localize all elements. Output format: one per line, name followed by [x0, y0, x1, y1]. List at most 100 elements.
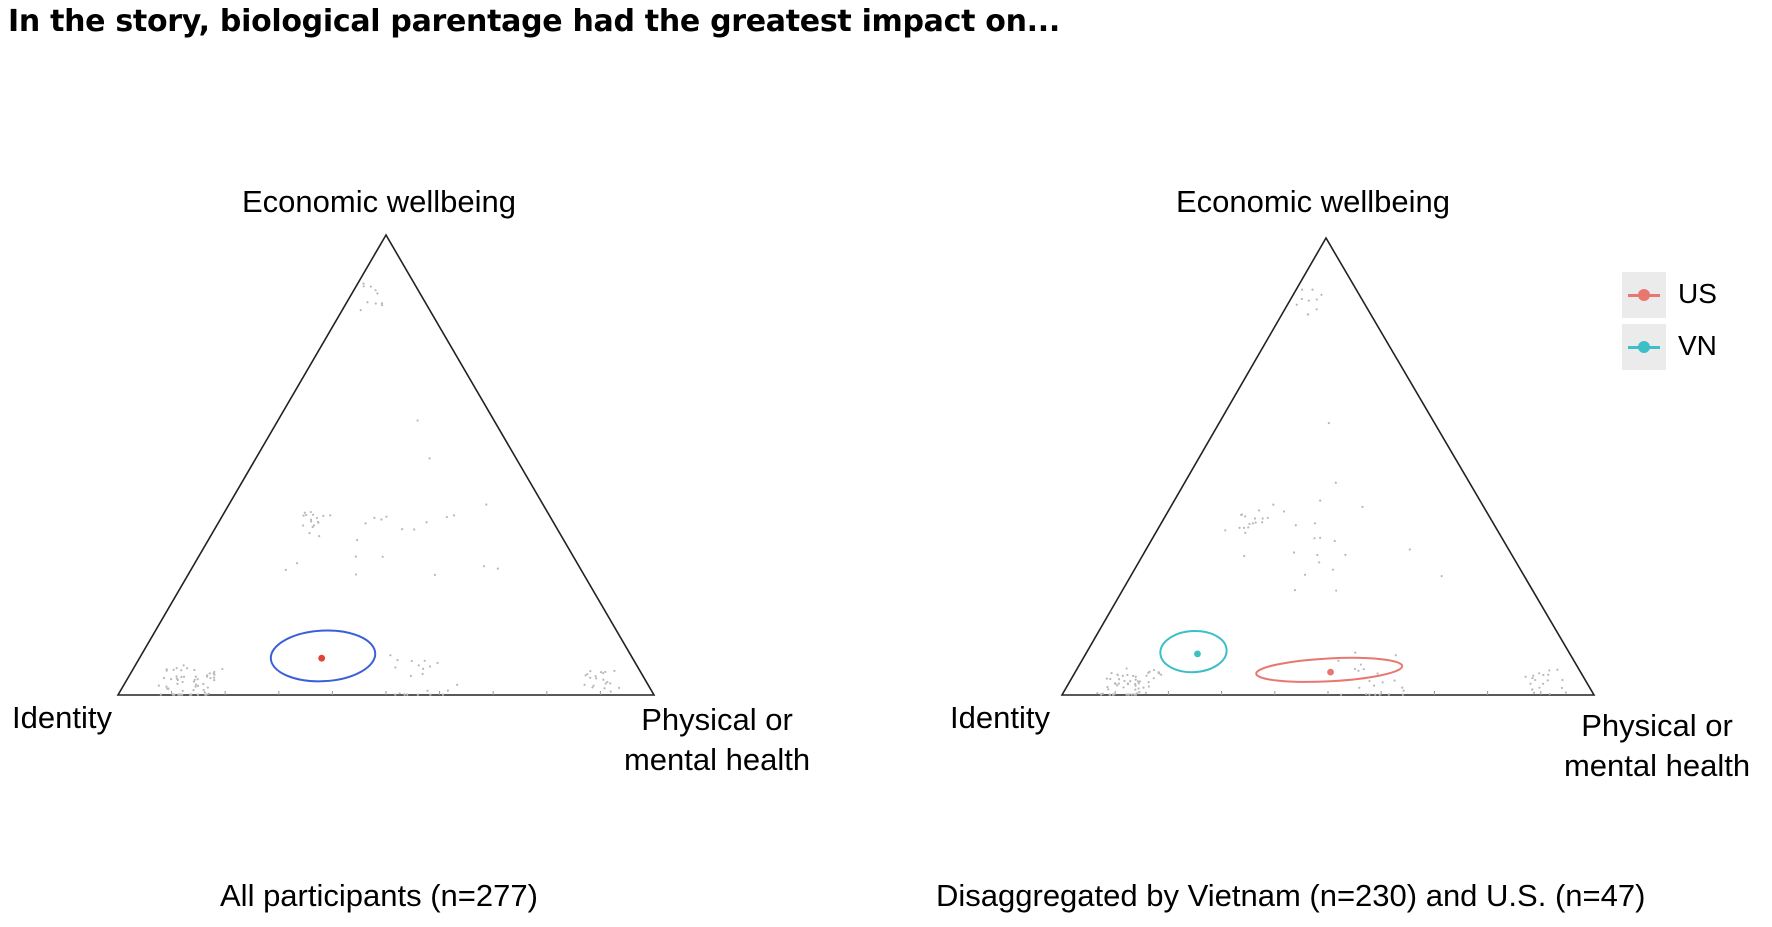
respondent-point [433, 573, 437, 576]
respondent-point [354, 555, 357, 558]
respondent-point [1238, 526, 1241, 529]
respondent-point [421, 672, 424, 676]
respondent-point [425, 521, 428, 524]
respondent-point [1116, 673, 1119, 677]
respondent-point [1524, 675, 1527, 678]
respondent-point [1358, 686, 1361, 689]
respondent-point [1311, 288, 1314, 291]
legend-dot-vn [1638, 341, 1650, 353]
respondent-point [354, 573, 358, 576]
respondent-point [1142, 686, 1145, 689]
respondent-point [1372, 684, 1376, 687]
respondent-point [1365, 693, 1368, 696]
respondent-point [1307, 299, 1310, 302]
respondent-point [1318, 561, 1321, 564]
respondent-point [1547, 673, 1550, 676]
respondent-point [322, 514, 325, 517]
respondent-point [394, 666, 397, 669]
respondent-point [284, 568, 287, 571]
legend-label-us: US [1678, 278, 1717, 309]
respondent-point [1357, 669, 1360, 672]
respondent-point [1152, 668, 1156, 672]
respondent-point [312, 524, 315, 527]
respondent-point [213, 679, 216, 682]
respondent-point [374, 302, 377, 305]
respondent-point [380, 303, 384, 307]
respondent-point [165, 669, 168, 672]
caption-disaggregated: Disaggregated by Vietnam (n=230) and U.S… [936, 878, 1646, 913]
respondent-point [406, 693, 409, 696]
respondent-point [1244, 515, 1247, 518]
respondent-point [1133, 693, 1136, 696]
respondent-point [394, 693, 397, 696]
respondent-point [1560, 686, 1564, 690]
respondent-point [176, 682, 179, 686]
respondent-point [1134, 684, 1137, 687]
respondent-point [181, 693, 184, 696]
respondent-point [1138, 680, 1141, 683]
respondent-point [1361, 505, 1364, 508]
respondent-point [374, 289, 377, 292]
respondent-point [1538, 686, 1541, 689]
respondent-point [162, 676, 166, 680]
respondent-point [429, 693, 432, 696]
respondent-point [1117, 678, 1121, 681]
confidence-region [269, 629, 377, 683]
respondent-point [1542, 673, 1545, 677]
confidence-region-us [1255, 656, 1404, 683]
respondent-point [385, 515, 388, 518]
respondent-point [311, 513, 315, 516]
respondent-point [482, 565, 486, 568]
respondent-point [609, 682, 612, 685]
respondent-point [1394, 654, 1397, 657]
respondent-point [206, 674, 209, 677]
respondent-point [617, 686, 621, 689]
respondent-point [1134, 688, 1137, 691]
respondent-point [203, 691, 206, 694]
respondent-point [204, 693, 207, 696]
respondent-point [1315, 298, 1318, 301]
respondent-point [1247, 526, 1250, 529]
respondent-point [1138, 691, 1141, 694]
respondent-point [308, 532, 311, 535]
respondent-point [181, 680, 184, 684]
respondent-point [436, 661, 439, 665]
respondent-point [1134, 682, 1137, 686]
respondent-point [422, 667, 425, 670]
respondent-point [1378, 693, 1381, 696]
respondent-point [410, 659, 413, 663]
respondent-point [309, 510, 312, 514]
respondent-point [1534, 678, 1537, 682]
respondent-point [196, 684, 200, 687]
respondent-point [416, 693, 419, 696]
respondent-point [318, 534, 321, 538]
respondent-point [1402, 689, 1405, 692]
respondent-point [589, 669, 592, 673]
respondent-point [1331, 568, 1335, 571]
confidence-region-vn [1159, 629, 1228, 674]
respondent-point [1532, 691, 1536, 694]
respondent-point [1122, 686, 1125, 689]
respondent-point [166, 687, 169, 690]
respondent-point [206, 686, 209, 689]
respondent-point [428, 457, 431, 460]
respondent-point [446, 689, 450, 692]
respondent-point [1315, 308, 1318, 311]
respondent-point [1532, 674, 1535, 677]
vertex-label-health: Physical or mental health [606, 700, 828, 781]
respondent-point [1282, 510, 1286, 513]
respondent-point [369, 285, 372, 288]
respondent-point [165, 685, 168, 688]
ternary-plot-all [116, 233, 656, 696]
vertex-label-health-b: Physical or mental health [1546, 706, 1768, 787]
respondent-point [207, 692, 210, 695]
respondent-point [1117, 682, 1120, 685]
respondent-point [606, 680, 609, 684]
respondent-point [212, 672, 215, 675]
respondent-point [1116, 684, 1119, 687]
respondent-point [1137, 687, 1140, 690]
respondent-point [1548, 692, 1551, 696]
vertex-label-health-b-line1: Physical or [1581, 708, 1733, 743]
respondent-point [1148, 670, 1151, 673]
respondent-point [604, 670, 607, 674]
